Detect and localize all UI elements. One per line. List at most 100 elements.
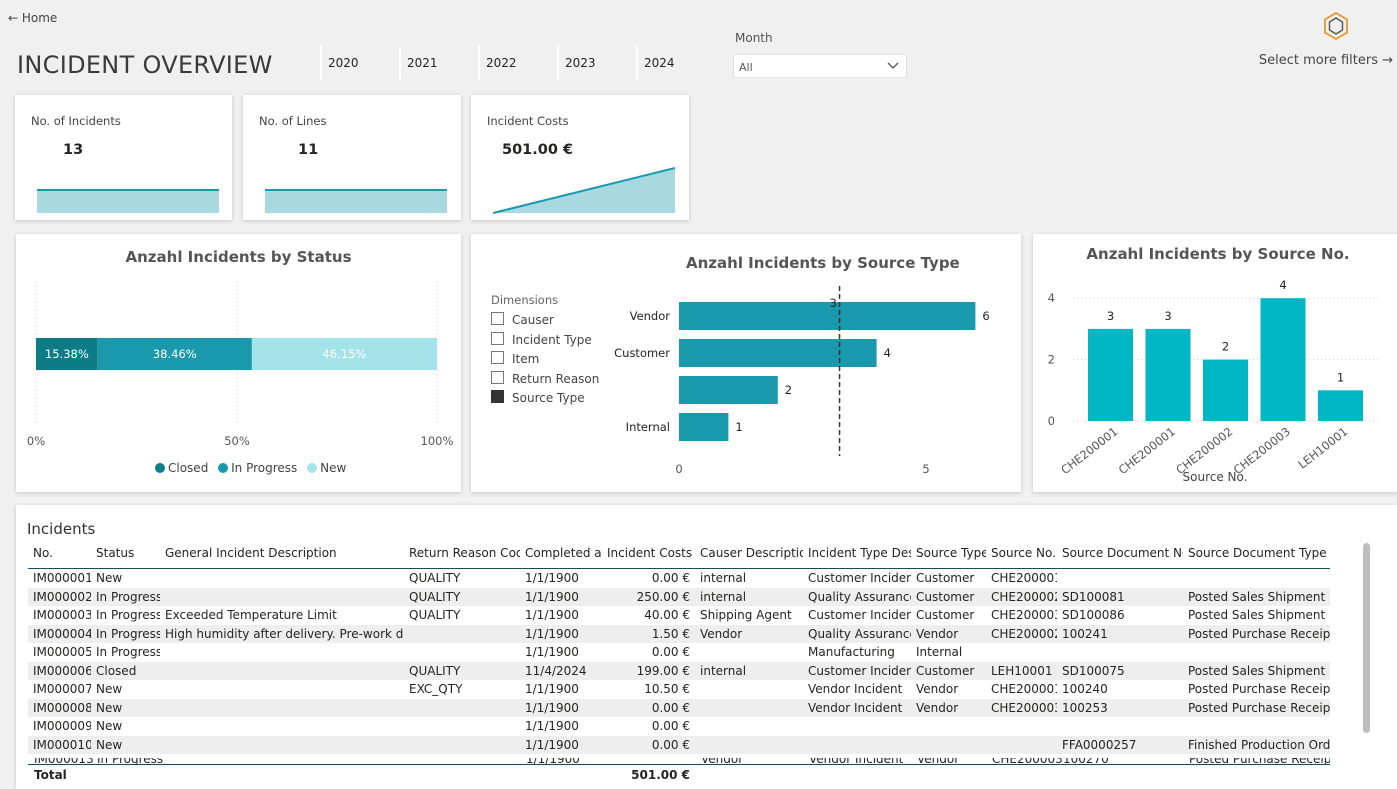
home-link[interactable]: ← Home — [8, 11, 58, 25]
table-cell — [803, 735, 911, 754]
table-cell: 1/1/1900 — [520, 643, 602, 662]
year-button-2022[interactable]: 2022 — [478, 46, 554, 80]
table-row[interactable]: IM000010 New 1/1/1900 0.00 € FFA0000257 Finis… — [28, 735, 1330, 754]
table-cell: Shipping Agent — [695, 606, 803, 625]
table-cell: In Progress — [91, 606, 160, 625]
bar[interactable] — [679, 413, 729, 441]
column-header[interactable]: No. — [28, 543, 91, 569]
table-cell — [160, 735, 404, 754]
table-scrollbar[interactable] — [1363, 543, 1370, 733]
table-cell: 1/1/1900 — [520, 606, 602, 625]
select-more-filters-link[interactable]: Select more filters → — [1258, 53, 1393, 68]
table-cell: New — [91, 680, 160, 699]
column-header[interactable]: General Incident Description — [160, 543, 404, 569]
x-axis-title: Source No. — [1182, 470, 1248, 484]
legend-item-in-progress[interactable]: In Progress — [218, 461, 297, 475]
table-row[interactable]: IM000002 In Progress QUALITY 1/1/1900 250.00… — [28, 587, 1330, 606]
table-row[interactable]: IM000009 New 1/1/1900 0.00 € — [28, 717, 1330, 736]
table-cell: Internal — [911, 643, 986, 662]
table-cell: SD100086 — [1057, 606, 1183, 625]
status-bar-segment[interactable] — [97, 338, 252, 370]
table-cell — [1057, 717, 1183, 736]
table-cell: Vendor Incident — [803, 680, 911, 699]
kpi-value: 501.00 € — [502, 142, 574, 158]
table-cell — [986, 735, 1057, 754]
y-tick-label: 4 — [1048, 291, 1055, 305]
month-dropdown[interactable]: All — [733, 54, 907, 78]
column-header[interactable]: Source Document No. — [1057, 543, 1183, 569]
checkbox[interactable] — [491, 312, 504, 325]
page-title: INCIDENT OVERVIEW — [17, 51, 273, 79]
bar[interactable] — [1318, 390, 1363, 421]
table-cell: QUALITY — [404, 606, 520, 625]
dimension-option-incident-type[interactable]: Incident Type — [491, 332, 592, 347]
x-tick-label: LEH10001 — [1295, 424, 1350, 471]
table-cell — [404, 624, 520, 643]
table-row[interactable]: IM000007 New EXC_QTY 1/1/1900 10.50 € Vendor … — [28, 680, 1330, 699]
table-row-partial[interactable]: IM000013In Progress 1/1/1900 Vendor Vendor … — [28, 758, 1330, 764]
table-row[interactable]: IM000001 New QUALITY 1/1/1900 0.00 € internal… — [28, 568, 1330, 588]
bar[interactable] — [679, 339, 877, 367]
table-cell: Customer — [911, 606, 986, 625]
column-header[interactable]: Status — [91, 543, 160, 569]
table-cell — [695, 717, 803, 736]
y-tick-label: 2 — [1048, 353, 1055, 367]
year-button-2021[interactable]: 2021 — [399, 46, 475, 80]
table-row[interactable]: IM000008 New 1/1/1900 0.00 € Vendor Incident… — [28, 698, 1330, 717]
table-row[interactable]: IM000004 In Progress High humidity after d… — [28, 624, 1330, 643]
checkbox[interactable] — [491, 371, 504, 384]
status-bar-segment[interactable] — [251, 338, 437, 370]
dimension-option-return-reason[interactable]: Return Reason — [491, 371, 599, 386]
table-cell: Customer — [911, 568, 986, 588]
data-label: 1 — [1337, 370, 1344, 384]
column-header[interactable]: Source No. — [986, 543, 1057, 569]
table-row[interactable]: IM000006 Closed QUALITY 11/4/2024 199.00 € in… — [28, 661, 1330, 680]
bar[interactable] — [1145, 328, 1191, 421]
table-title: Incidents — [27, 520, 96, 538]
bar[interactable] — [1260, 298, 1306, 421]
dimensions-title: Dimensions — [491, 293, 559, 307]
bar[interactable] — [679, 376, 778, 404]
checkbox[interactable] — [491, 351, 504, 364]
bar[interactable] — [1088, 328, 1133, 421]
table-cell: Vendor — [701, 758, 743, 764]
column-header[interactable]: Incident Type Desc — [803, 543, 911, 569]
dimension-option-source-type[interactable]: Source Type — [491, 390, 585, 405]
column-header[interactable]: Return Reason Code — [404, 543, 520, 569]
table-cell: Customer — [911, 587, 986, 606]
column-header[interactable]: Source Document Type — [1183, 543, 1330, 569]
column-header[interactable]: Causer Description — [695, 543, 803, 569]
table-cell: New — [91, 735, 160, 754]
reference-line-label: 3 — [830, 296, 837, 310]
checkbox-checked[interactable] — [491, 390, 504, 403]
table-cell: CHE200003 — [986, 698, 1057, 717]
table-row[interactable]: IM000003 In Progress Exceeded Temperature … — [28, 606, 1330, 625]
dimension-option-item[interactable]: Item — [491, 351, 539, 366]
dimension-option-causer[interactable]: Causer — [491, 312, 554, 327]
incidents-table-card: Incidents No. Status General Incident Desc… — [16, 505, 1397, 789]
column-header[interactable]: Completed at — [520, 543, 602, 569]
table-cell: QUALITY — [404, 661, 520, 680]
bar[interactable] — [1203, 359, 1248, 421]
table-cell: IM000002 — [28, 587, 91, 606]
x-tick-label: 50% — [224, 434, 250, 448]
legend-item-new[interactable]: New — [307, 461, 346, 475]
year-button-2020[interactable]: 2020 — [320, 46, 396, 80]
year-button-2024[interactable]: 2024 — [636, 46, 712, 80]
x-tick-label: 5 — [922, 462, 929, 476]
column-header[interactable]: Incident Costs _ — [602, 543, 695, 569]
bar[interactable] — [679, 302, 976, 330]
table-cell: 100241 — [1057, 624, 1183, 643]
dimension-label: Source Type — [512, 391, 585, 405]
table-cell: SD100081 — [1057, 587, 1183, 606]
column-header[interactable]: Source Type — [911, 543, 986, 569]
status-bar-segment[interactable] — [36, 338, 98, 370]
table-cell: IM000009 — [28, 717, 91, 736]
legend-item-closed[interactable]: Closed — [155, 461, 208, 475]
table-row[interactable]: IM000005 In Progress 1/1/1900 0.00 € Manufac… — [28, 643, 1330, 662]
total-value: 501.00 € — [631, 768, 690, 782]
checkbox[interactable] — [491, 332, 504, 345]
table-cell — [911, 717, 986, 736]
year-button-2023[interactable]: 2023 — [557, 46, 633, 80]
table-cell: 1.50 € — [602, 624, 695, 643]
